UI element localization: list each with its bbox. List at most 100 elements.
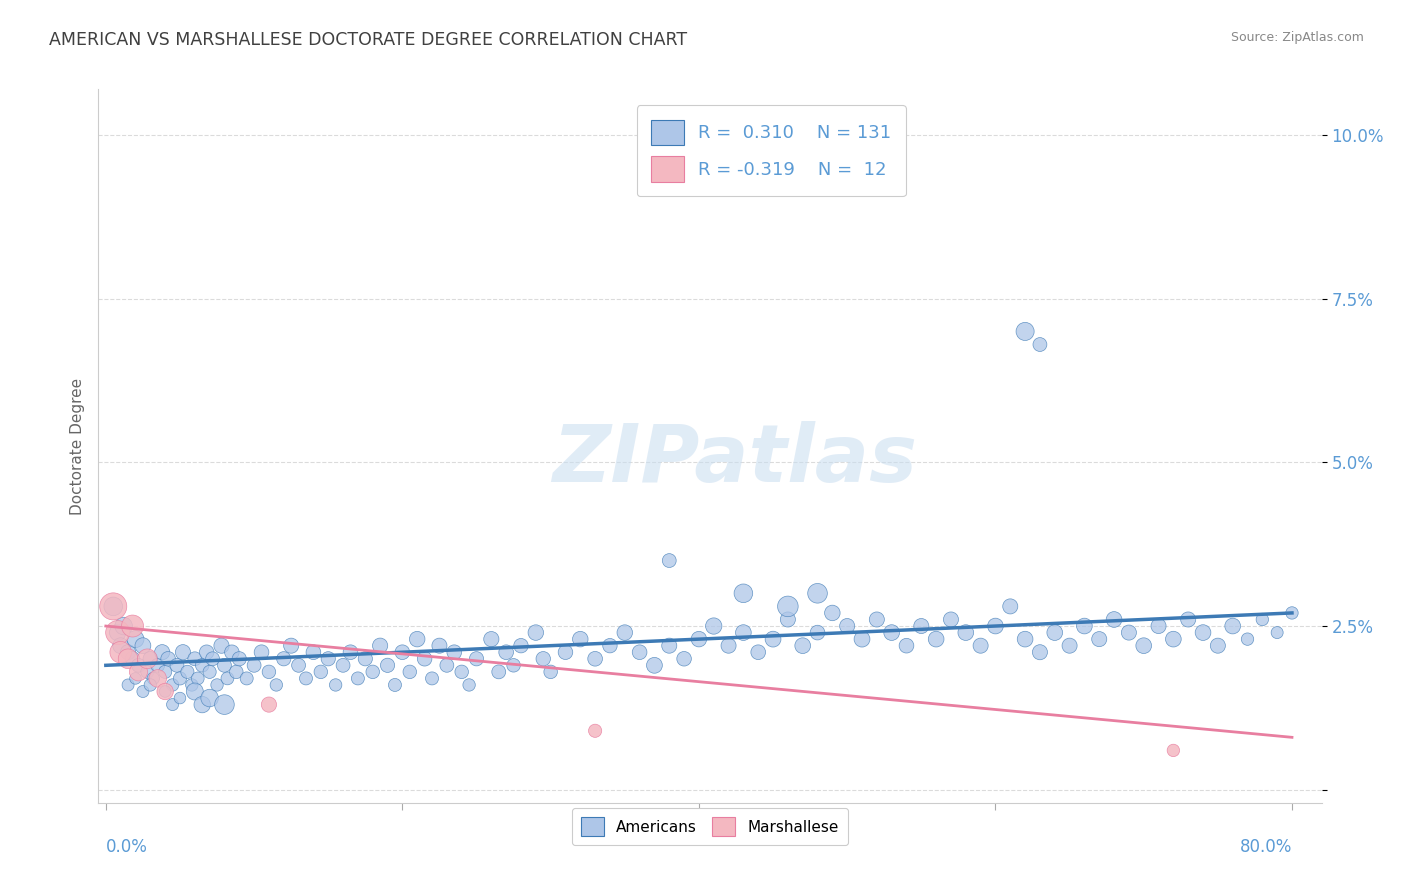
- Point: [851, 632, 873, 647]
- Point: [110, 645, 132, 659]
- Point: [1014, 325, 1036, 339]
- Point: [195, 645, 218, 659]
- Point: [107, 625, 129, 640]
- Point: [443, 645, 465, 659]
- Point: [124, 632, 146, 647]
- Point: [1029, 337, 1052, 351]
- Point: [112, 619, 135, 633]
- Point: [221, 645, 243, 659]
- Point: [1029, 645, 1052, 659]
- Point: [377, 658, 399, 673]
- Point: [205, 678, 228, 692]
- Text: 80.0%: 80.0%: [1240, 838, 1292, 855]
- Point: [1163, 743, 1185, 757]
- Point: [599, 639, 621, 653]
- Point: [142, 672, 165, 686]
- Point: [217, 672, 239, 686]
- Point: [169, 691, 191, 706]
- Point: [658, 553, 681, 567]
- Point: [191, 658, 214, 673]
- Point: [762, 632, 785, 647]
- Point: [287, 658, 309, 673]
- Point: [107, 625, 129, 640]
- Point: [583, 652, 606, 666]
- Point: [146, 672, 169, 686]
- Point: [157, 652, 180, 666]
- Point: [1132, 639, 1154, 653]
- Point: [688, 632, 710, 647]
- Point: [325, 678, 347, 692]
- Point: [1192, 625, 1215, 640]
- Point: [361, 665, 384, 679]
- Point: [368, 639, 391, 653]
- Point: [117, 678, 139, 692]
- Point: [153, 684, 176, 698]
- Point: [1236, 632, 1258, 647]
- Point: [1073, 619, 1095, 633]
- Point: [184, 684, 207, 698]
- Point: [1043, 625, 1066, 640]
- Point: [495, 645, 517, 659]
- Point: [121, 619, 143, 633]
- Point: [806, 625, 828, 640]
- Point: [465, 652, 488, 666]
- Point: [925, 632, 948, 647]
- Point: [153, 665, 176, 679]
- Point: [132, 639, 155, 653]
- Point: [1177, 612, 1199, 626]
- Point: [658, 639, 681, 653]
- Point: [1265, 625, 1288, 640]
- Point: [717, 639, 740, 653]
- Point: [776, 612, 799, 626]
- Point: [939, 612, 962, 626]
- Point: [880, 625, 903, 640]
- Point: [1163, 632, 1185, 647]
- Point: [117, 652, 139, 666]
- Point: [1206, 639, 1229, 653]
- Point: [228, 652, 250, 666]
- Point: [139, 652, 162, 666]
- Point: [316, 652, 339, 666]
- Text: AMERICAN VS MARSHALLESE DOCTORATE DEGREE CORRELATION CHART: AMERICAN VS MARSHALLESE DOCTORATE DEGREE…: [49, 31, 688, 49]
- Point: [103, 599, 125, 614]
- Point: [169, 672, 191, 686]
- Point: [398, 665, 420, 679]
- Text: 0.0%: 0.0%: [105, 838, 148, 855]
- Point: [510, 639, 533, 653]
- Point: [733, 625, 755, 640]
- Point: [554, 645, 576, 659]
- Point: [643, 658, 665, 673]
- Point: [955, 625, 977, 640]
- Text: Source: ZipAtlas.com: Source: ZipAtlas.com: [1230, 31, 1364, 45]
- Point: [1118, 625, 1140, 640]
- Point: [172, 645, 194, 659]
- Point: [673, 652, 696, 666]
- Point: [1014, 632, 1036, 647]
- Point: [458, 678, 481, 692]
- Point: [103, 599, 125, 614]
- Point: [146, 658, 169, 673]
- Point: [1000, 599, 1022, 614]
- Y-axis label: Doctorate Degree: Doctorate Degree: [69, 377, 84, 515]
- Point: [969, 639, 991, 653]
- Point: [479, 632, 502, 647]
- Point: [524, 625, 547, 640]
- Point: [1088, 632, 1111, 647]
- Point: [837, 619, 859, 633]
- Point: [211, 639, 233, 653]
- Point: [214, 698, 236, 712]
- Point: [139, 678, 162, 692]
- Point: [153, 684, 176, 698]
- Point: [280, 639, 302, 653]
- Point: [413, 652, 436, 666]
- Point: [488, 665, 510, 679]
- Point: [792, 639, 814, 653]
- Point: [384, 678, 406, 692]
- Point: [225, 665, 247, 679]
- Point: [295, 672, 318, 686]
- Point: [250, 645, 273, 659]
- Point: [806, 586, 828, 600]
- Legend: Americans, Marshallese: Americans, Marshallese: [572, 808, 848, 845]
- Point: [747, 645, 769, 659]
- Point: [1281, 606, 1303, 620]
